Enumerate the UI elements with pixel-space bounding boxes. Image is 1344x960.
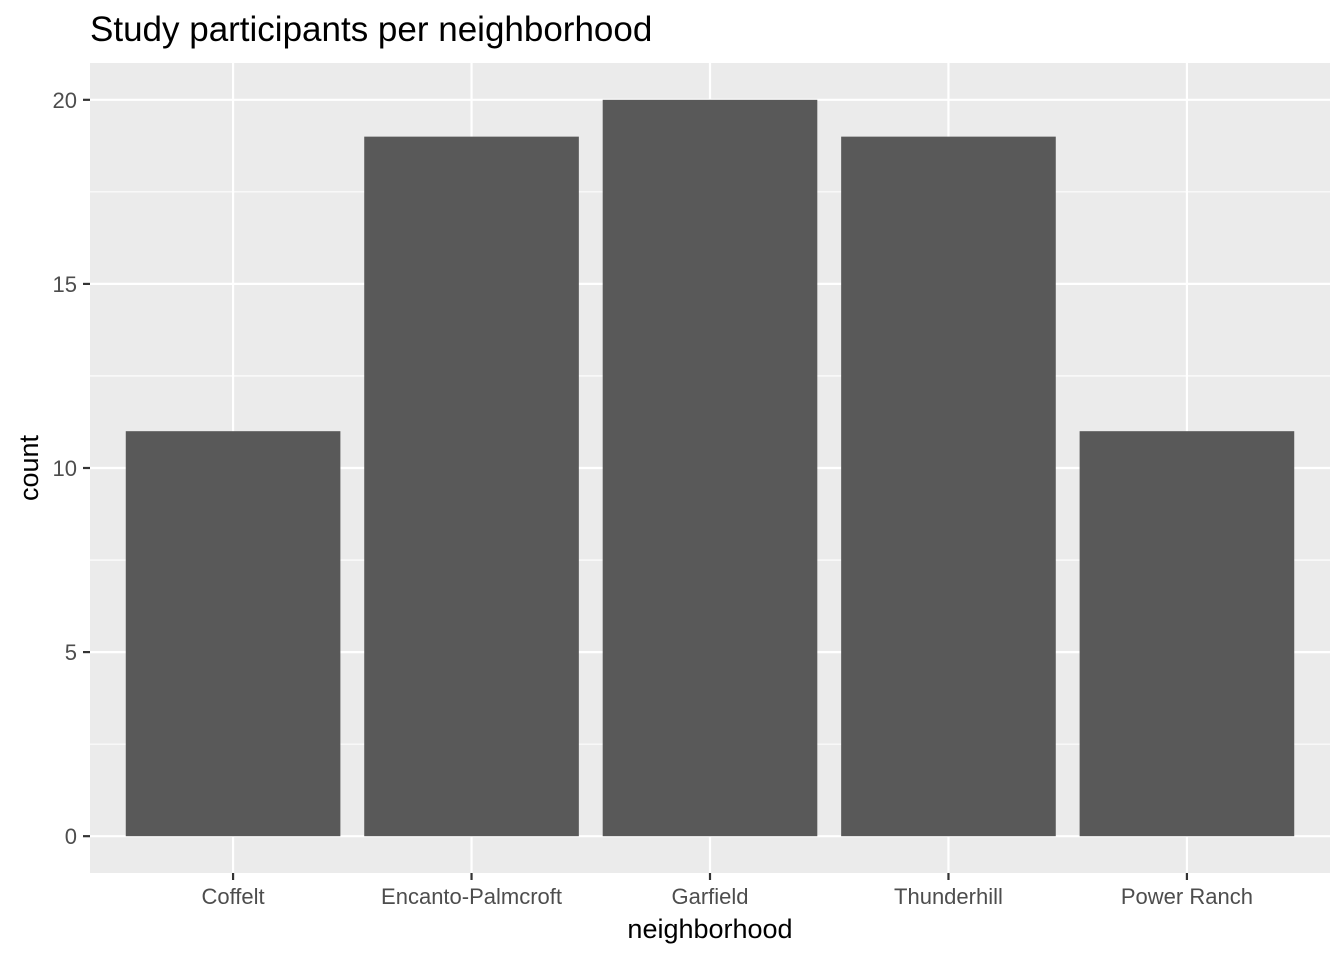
x-axis-title: neighborhood [627, 914, 792, 944]
x-axis: Coffelt Encanto-Palmcroft Garfield Thunderh… [201, 873, 1253, 909]
y-axis: 0 5 10 15 20 [53, 88, 90, 849]
y-axis-title: count [14, 434, 44, 501]
x-tick-label: Garfield [671, 884, 748, 909]
x-tick-label: Coffelt [201, 884, 264, 909]
y-tick-label: 15 [53, 272, 77, 297]
x-tick-label: Encanto-Palmcroft [381, 884, 562, 909]
bar-thunderhill [841, 136, 1056, 837]
x-tick-label: Power Ranch [1121, 884, 1253, 909]
chart-title: Study participants per neighborhood [90, 10, 652, 49]
bars-group [125, 99, 1295, 837]
y-tick-label: 20 [53, 88, 77, 113]
bar-garfield [602, 99, 818, 837]
bar-encanto-palmcroft [364, 136, 579, 837]
bar-coffelt [125, 431, 341, 837]
y-tick-label: 0 [65, 824, 77, 849]
y-tick-label: 5 [65, 640, 77, 665]
x-tick-label: Thunderhill [894, 884, 1003, 909]
y-tick-label: 10 [53, 456, 77, 481]
bar-power-ranch [1079, 431, 1295, 837]
